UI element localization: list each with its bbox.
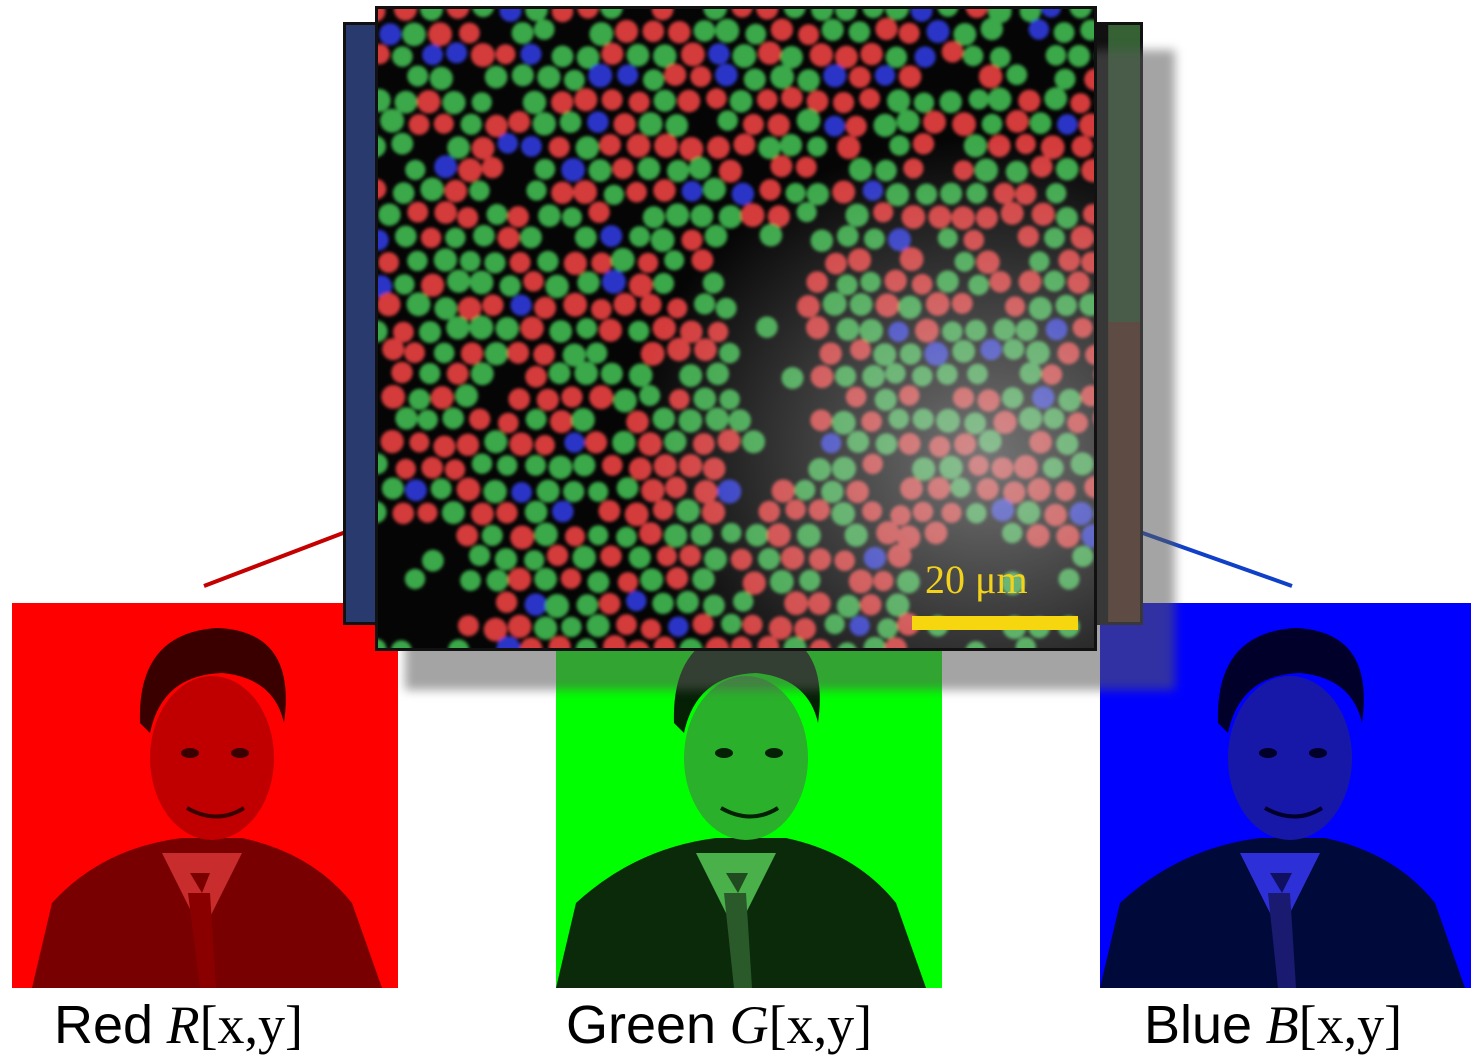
scale-bar bbox=[912, 616, 1078, 630]
red-channel-panel bbox=[12, 603, 398, 988]
scale-bar-label: 20 μm bbox=[925, 557, 1028, 602]
portrait-icon bbox=[12, 603, 398, 988]
red-caption-math: R[x,y] bbox=[167, 995, 303, 1055]
blue-caption-word: Blue bbox=[1144, 995, 1253, 1055]
blue-caption-args: [x,y] bbox=[1298, 995, 1403, 1055]
blue-caption-symbol: B bbox=[1265, 995, 1299, 1055]
blue-caption-math: B[x,y] bbox=[1266, 995, 1402, 1055]
green-caption-math: G[x,y] bbox=[730, 995, 872, 1055]
cone-mosaic-image bbox=[375, 6, 1097, 651]
green-caption-args: [x,y] bbox=[768, 995, 873, 1055]
red-caption-symbol: R bbox=[166, 995, 200, 1055]
cone-mosaic bbox=[378, 9, 1094, 648]
green-caption-symbol: G bbox=[729, 995, 769, 1055]
red-caption-word: Red bbox=[54, 995, 154, 1055]
green-caption-word: Green bbox=[566, 995, 717, 1055]
green-caption: Green G[x,y] bbox=[566, 990, 872, 1060]
red-caption: Red R[x,y] bbox=[54, 990, 303, 1060]
blue-caption: Blue B[x,y] bbox=[1144, 990, 1402, 1060]
red-caption-args: [x,y] bbox=[199, 995, 304, 1055]
